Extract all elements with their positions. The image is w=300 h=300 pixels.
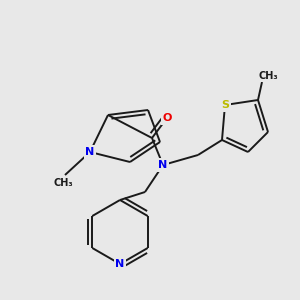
Text: N: N [85,147,94,157]
Text: CH₃: CH₃ [53,178,73,188]
Text: CH₃: CH₃ [258,71,278,81]
Text: O: O [162,113,172,123]
Text: N: N [116,259,124,269]
Text: N: N [158,160,168,170]
Text: S: S [221,100,229,110]
